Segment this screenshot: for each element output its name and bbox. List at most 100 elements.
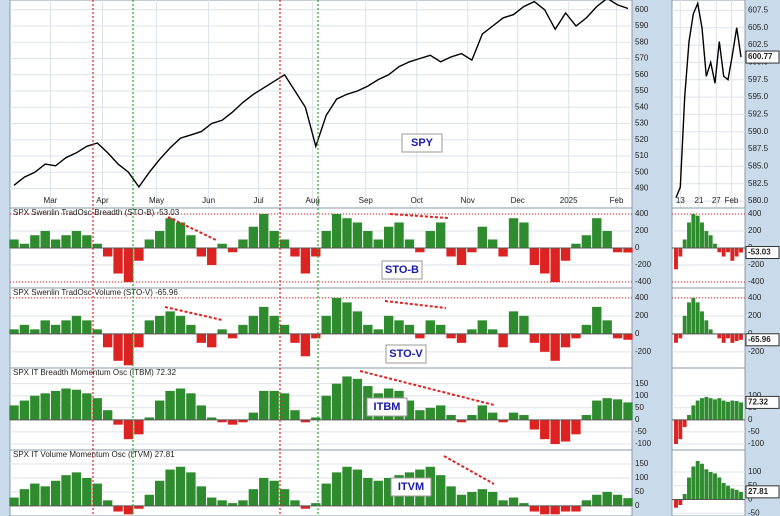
- bar: [290, 248, 300, 257]
- y-tick-label: 0: [635, 243, 640, 252]
- y-tick-label: 595.0: [748, 92, 769, 101]
- bar: [674, 333, 678, 343]
- bar: [477, 489, 487, 506]
- bar: [721, 483, 726, 500]
- bar: [30, 483, 40, 506]
- bar: [456, 248, 467, 266]
- bar: [144, 494, 154, 506]
- bar: [144, 239, 154, 248]
- bar: [238, 239, 248, 248]
- bar: [529, 333, 540, 343]
- bar: [61, 235, 71, 248]
- y-tick-label: 602.5: [748, 40, 769, 49]
- bar: [207, 497, 217, 506]
- bar: [102, 410, 113, 420]
- y-tick-label: -50: [635, 427, 647, 436]
- bar: [300, 248, 311, 274]
- bar: [227, 333, 238, 339]
- annotation-box: [381, 260, 423, 280]
- bar: [498, 248, 508, 257]
- bar: [581, 324, 592, 334]
- bar: [331, 297, 342, 334]
- bar: [540, 333, 550, 352]
- bar: [612, 494, 623, 506]
- bar: [279, 324, 290, 334]
- panel: [9, 367, 633, 451]
- bar: [700, 222, 704, 248]
- x-tick-label: Mar: [44, 196, 58, 205]
- y-tick-label: 605.0: [748, 23, 769, 32]
- bar: [394, 222, 404, 248]
- bar: [678, 333, 683, 339]
- bar: [102, 248, 113, 257]
- bar: [9, 405, 19, 420]
- bar: [571, 505, 581, 512]
- bar: [708, 235, 713, 248]
- bar: [560, 505, 571, 512]
- bar: [269, 315, 279, 334]
- bar: [155, 400, 165, 420]
- bar: [730, 400, 735, 420]
- bar: [50, 480, 61, 506]
- bar: [123, 333, 134, 366]
- bar: [704, 320, 709, 334]
- bar: [394, 320, 404, 334]
- bar: [730, 248, 735, 261]
- bar: [739, 491, 743, 500]
- y-tick-label: 100: [635, 473, 649, 482]
- bar: [144, 417, 154, 420]
- bar: [342, 466, 352, 506]
- y-tick-label: 0: [748, 495, 753, 504]
- x-tick-label: Oct: [411, 196, 424, 205]
- bar: [498, 500, 508, 506]
- bar: [717, 248, 722, 253]
- bar: [9, 329, 19, 334]
- y-tick-label: 540: [635, 102, 649, 111]
- bar: [704, 396, 709, 420]
- bar: [155, 315, 165, 334]
- bar: [713, 243, 717, 248]
- bar: [435, 222, 446, 248]
- bar: [467, 248, 477, 253]
- bar: [687, 415, 691, 420]
- bar: [678, 419, 683, 440]
- bar: [560, 248, 571, 261]
- bar: [581, 500, 592, 506]
- x-tick-label: Feb: [725, 196, 739, 205]
- y-tick-label: 400: [748, 293, 762, 302]
- bar: [581, 415, 592, 420]
- bar: [695, 215, 700, 248]
- bar: [456, 333, 467, 343]
- bar: [700, 311, 704, 334]
- annotation: STO-V: [389, 348, 423, 360]
- bar: [196, 333, 207, 343]
- bar: [40, 320, 50, 334]
- bar: [592, 400, 602, 420]
- last-value-box: [745, 333, 780, 347]
- bar: [446, 248, 456, 257]
- bar: [186, 472, 196, 506]
- bar: [687, 222, 691, 248]
- bar: [682, 315, 687, 334]
- bar: [529, 419, 540, 430]
- y-tick-label: 400: [635, 293, 649, 302]
- last-value-label: 600.77: [748, 52, 773, 61]
- overlay: [92, 0, 495, 516]
- bar: [19, 324, 30, 334]
- bar: [717, 333, 722, 339]
- bar: [488, 491, 498, 506]
- bar: [123, 505, 134, 515]
- bar: [739, 333, 743, 340]
- bar: [113, 248, 123, 274]
- bar: [50, 324, 61, 334]
- panel-title: SPX IT Volume Momentum Osc (ITVM) 27.81: [13, 450, 175, 459]
- y-tick-label: -100: [635, 439, 652, 448]
- bar: [508, 218, 519, 248]
- bar: [550, 419, 560, 444]
- bar: [519, 415, 529, 420]
- bar: [92, 243, 102, 248]
- bar: [383, 315, 394, 334]
- y-tick-label: 400: [748, 209, 762, 218]
- bar: [602, 398, 612, 420]
- y-tick-label: 600: [635, 5, 649, 14]
